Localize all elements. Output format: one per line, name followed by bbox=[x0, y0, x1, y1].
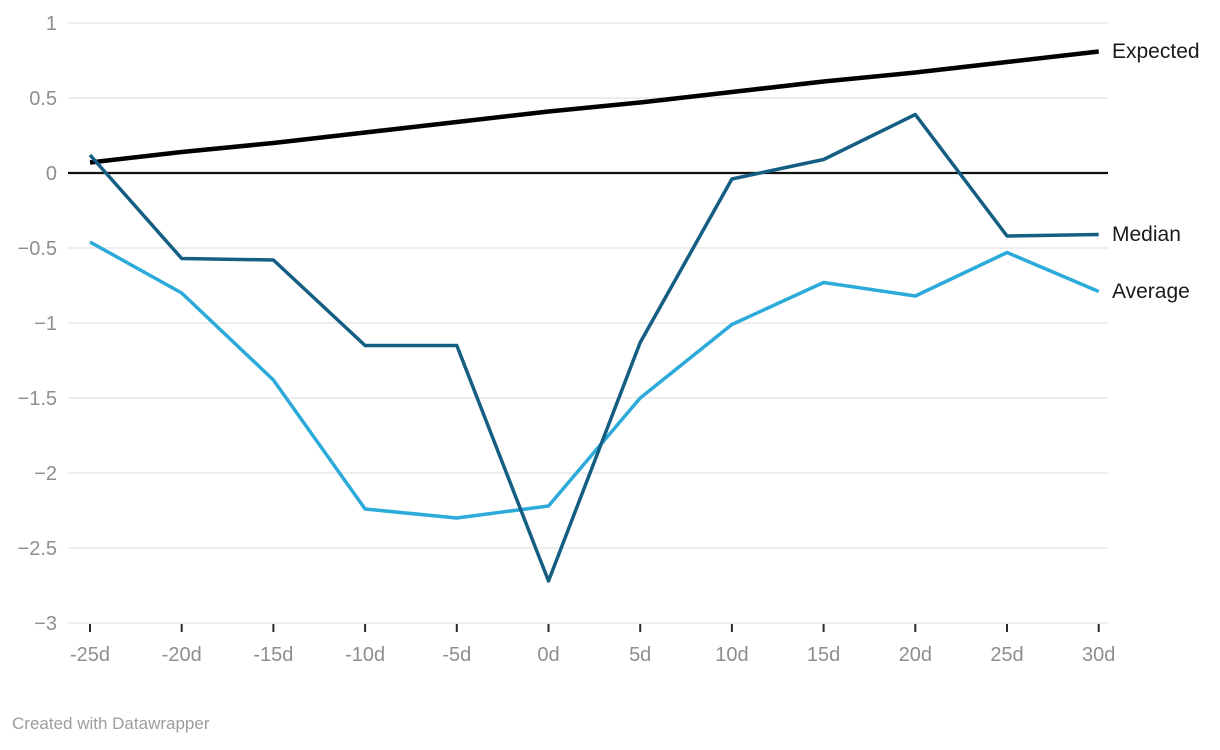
x-axis-tick-label: -10d bbox=[345, 644, 385, 666]
series-label-median: Median bbox=[1112, 223, 1181, 246]
x-axis-tick-label: -20d bbox=[162, 644, 202, 666]
y-axis-tick-label: 0 bbox=[46, 163, 57, 185]
y-axis-tick-label: −1 bbox=[34, 313, 57, 335]
datawrapper-attribution: Created with Datawrapper bbox=[12, 714, 210, 733]
x-axis-tick-label: 15d bbox=[807, 644, 840, 666]
x-axis-tick-label: 10d bbox=[715, 644, 748, 666]
x-axis-tick-label: 25d bbox=[990, 644, 1023, 666]
x-axis-tick-label: 0d bbox=[537, 644, 559, 666]
series-label-expected: Expected bbox=[1112, 40, 1200, 63]
x-axis-tick-label: -5d bbox=[442, 644, 471, 666]
y-axis-tick-label: 1 bbox=[46, 13, 57, 35]
series-line-average bbox=[89, 240, 1100, 520]
x-axis-tick-label: -15d bbox=[253, 644, 293, 666]
series-line-median bbox=[88, 112, 1099, 583]
y-axis-tick-label: −3 bbox=[34, 613, 57, 635]
x-axis-tick-label: -25d bbox=[70, 644, 110, 666]
x-axis-tick-label: 30d bbox=[1082, 644, 1115, 666]
chart-canvas: 1 0.5 0 −0.5 −1 −1.5 −2 −2.5 −3 -25d -20d -15d -10d -… bbox=[18, 13, 1116, 666]
y-axis-tick-label: −2.5 bbox=[18, 538, 57, 560]
y-axis-tick-label: 0.5 bbox=[29, 88, 57, 110]
series-line-expected bbox=[89, 49, 1099, 165]
x-axis-tick-label: 20d bbox=[899, 644, 932, 666]
y-axis-tick-label: −1.5 bbox=[18, 388, 57, 410]
series-label-average: Average bbox=[1112, 280, 1190, 303]
x-axis-tick-label: 5d bbox=[629, 644, 651, 666]
y-axis-tick-label: −2 bbox=[34, 463, 57, 485]
y-axis-tick-label: −0.5 bbox=[18, 238, 57, 260]
